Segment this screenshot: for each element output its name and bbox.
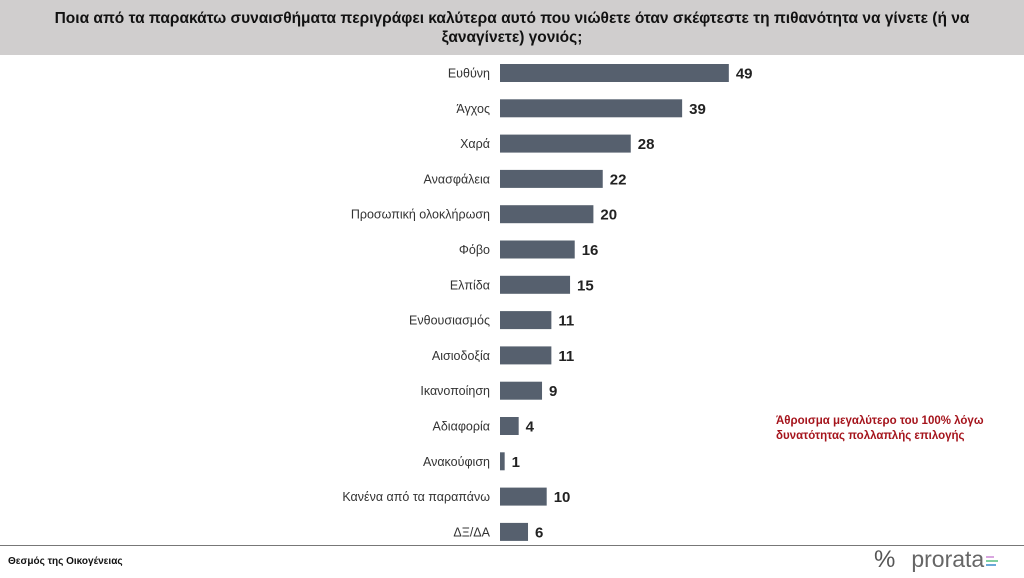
- category-label: Ελπίδα: [450, 278, 490, 292]
- bar: [500, 64, 729, 82]
- chart-title: Ποια από τα παρακάτω συναισθήματα περιγρ…: [0, 0, 1024, 55]
- category-label: Προσωπική ολοκλήρωση: [351, 208, 490, 222]
- bar: [500, 452, 505, 471]
- percent-icon: %: [874, 546, 896, 573]
- bar: [500, 487, 547, 506]
- source-label: Θεσμός της Οικογένειας: [8, 556, 123, 567]
- category-label: Φόβο: [459, 243, 490, 257]
- title-text: Ποια από τα παρακάτω συναισθήματα περιγρ…: [54, 9, 970, 46]
- footer-divider: [0, 545, 1024, 546]
- value-label: 20: [600, 207, 617, 224]
- bar: [500, 205, 594, 224]
- value-label: 9: [549, 383, 557, 400]
- category-label: Ανασφάλεια: [424, 172, 490, 186]
- bar: [500, 169, 603, 188]
- category-label: ΔΞ/ΔΑ: [453, 525, 490, 539]
- value-label: 22: [610, 171, 627, 188]
- bar: [500, 99, 683, 118]
- value-label: 15: [577, 277, 594, 294]
- value-label: 39: [689, 101, 706, 118]
- bar: [500, 522, 529, 541]
- prorata-logo: % prorata: [874, 546, 999, 574]
- value-label: 6: [535, 524, 543, 541]
- bar: [500, 381, 543, 400]
- category-label: Κανένα από τα παραπάνω: [342, 490, 490, 504]
- category-label: Αισιοδοξία: [432, 349, 490, 363]
- logo-bars-icon: [986, 554, 999, 568]
- value-label: 49: [736, 66, 753, 83]
- category-label: Ευθύνη: [448, 67, 490, 81]
- bar: [500, 417, 519, 435]
- value-label: 4: [526, 419, 535, 436]
- bar: [500, 240, 575, 259]
- bar: [500, 346, 552, 365]
- bar: [500, 311, 552, 330]
- category-label: Ανακούφιση: [423, 455, 490, 469]
- value-label: 10: [554, 489, 571, 506]
- logo-text: prorata: [911, 546, 985, 572]
- value-label: 1: [512, 454, 520, 471]
- category-label: Αδιαφορία: [433, 420, 490, 434]
- category-label: Χαρά: [460, 137, 490, 151]
- category-label: Ικανοποίηση: [420, 384, 490, 398]
- value-label: 16: [582, 242, 599, 259]
- category-label: Άγχος: [456, 102, 490, 116]
- bar: [500, 134, 631, 153]
- value-label: 11: [558, 348, 574, 365]
- multiple-choice-note: Άθροισμα μεγαλύτερο του 100% λόγω δυνατό…: [776, 415, 984, 442]
- value-label: 28: [638, 136, 655, 153]
- category-label: Ενθουσιασμός: [409, 314, 490, 328]
- bar: [500, 275, 571, 294]
- value-label: 11: [558, 313, 574, 330]
